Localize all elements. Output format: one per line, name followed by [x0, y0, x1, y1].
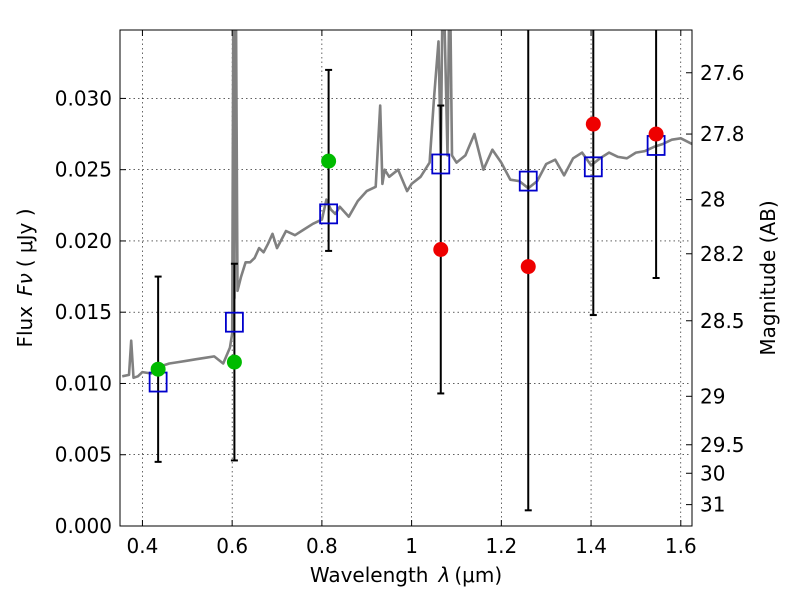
x-axis-title-text: Wavelength [310, 563, 429, 587]
y2-tick-label: 28 [700, 188, 725, 212]
y-axis-title: Flux Fν ( μJy ) [13, 208, 37, 347]
y2-tick-label: 29.5 [700, 433, 745, 457]
y2-tick-label: 31 [700, 493, 725, 517]
x-tick-label: 1.2 [485, 534, 517, 558]
y2-tick-label: 28.2 [700, 242, 745, 266]
y2-axis-title: Magnitude (AB) [756, 200, 780, 355]
plot-frame [119, 29, 693, 527]
y-tick-label: 0.020 [55, 229, 112, 253]
x-axis-title-unit: (μm) [454, 563, 502, 587]
model-square [518, 170, 538, 192]
y2-tick-label: 27.6 [700, 61, 745, 85]
x-tick-label: 1.6 [665, 534, 697, 558]
y-axis-title-unit: ( μJy ) [13, 208, 37, 267]
y-tick-label: 0.010 [55, 371, 112, 395]
nondetection-point [433, 241, 449, 257]
y-axis-title-symbol: Fν [13, 273, 37, 296]
nondetection-point [520, 259, 536, 275]
x-tick-label: 0.4 [127, 534, 159, 558]
model-square [583, 156, 603, 178]
ticks: 0.4 0.6 0.8 1 1.2 1.4 1.6 0.000 0.005 0.010 0.015 0… [55, 30, 745, 558]
y-tick-label: 0.015 [55, 300, 112, 324]
x-tick-label: 1 [405, 534, 418, 558]
x-tick-label: 1.4 [575, 534, 607, 558]
x-tick-label: 0.8 [306, 534, 338, 558]
y-tick-label: 0.005 [55, 443, 112, 467]
model-square [431, 153, 451, 175]
detection-point [150, 361, 166, 377]
spectrum-line [121, 30, 692, 380]
nondetection-point [648, 126, 664, 142]
series-layer [121, 30, 692, 380]
y2-tick-label: 29 [700, 384, 725, 408]
y2-tick-label: 27.8 [700, 122, 745, 146]
plot-background [120, 30, 692, 526]
x-axis-title: Wavelength λ (μm) [310, 563, 502, 587]
y-tick-label: 0.030 [55, 86, 112, 110]
marker-layer [148, 116, 666, 393]
detection-point [321, 153, 337, 169]
x-tick-label: 0.6 [216, 534, 248, 558]
x-axis-title-symbol: λ [438, 563, 451, 587]
y-axis-title-text: Flux [13, 306, 37, 348]
y-tick-label: 0.000 [55, 514, 112, 538]
y2-tick-label: 30 [700, 461, 725, 485]
y-tick-label: 0.025 [55, 158, 112, 182]
model-square [224, 311, 244, 333]
y2-tick-label: 28.5 [700, 309, 745, 333]
nondetection-point [585, 116, 601, 132]
detection-point [226, 354, 242, 370]
model-square [319, 203, 339, 225]
